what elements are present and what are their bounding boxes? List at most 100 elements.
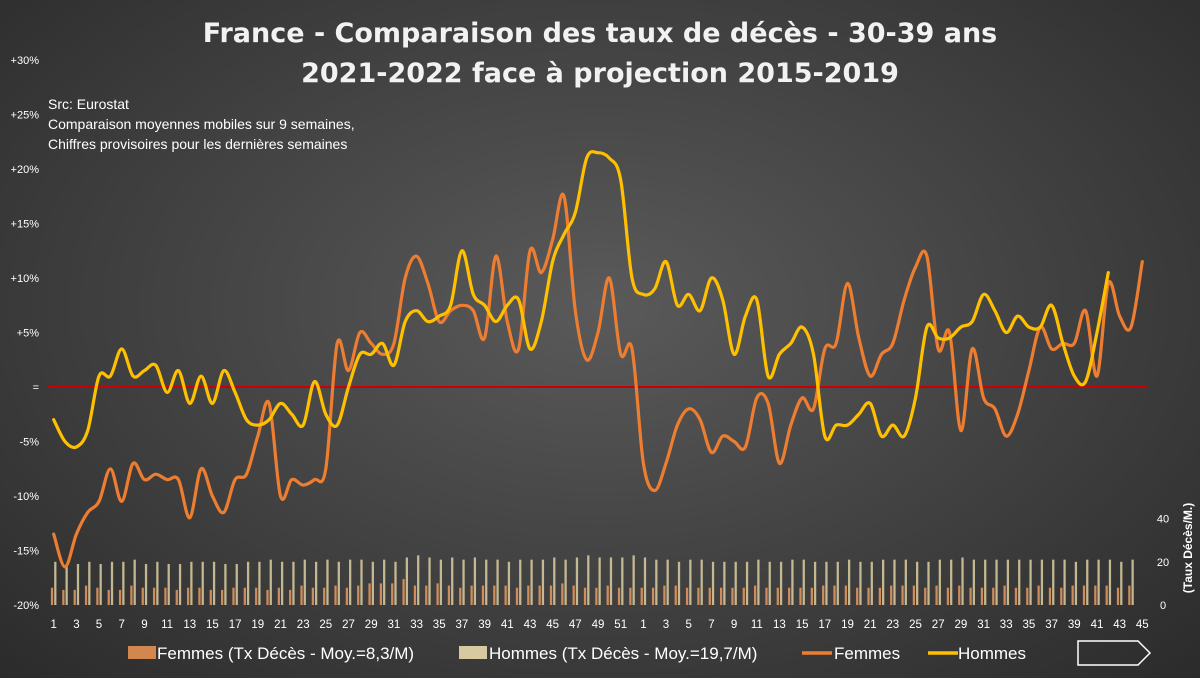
bar [425,585,428,605]
bar [459,587,462,605]
x-tick-label: 41 [1091,619,1104,631]
bar [674,585,677,605]
bar [493,585,496,605]
bar [118,589,122,605]
x-tick-label: 15 [206,619,219,631]
bar [255,587,258,605]
bar [394,561,397,605]
bar [912,585,916,605]
bar [844,585,847,605]
bar [946,587,950,605]
bar [538,585,541,605]
x-tick-label: 3 [663,619,669,631]
x-tick-label: 19 [251,619,264,631]
source-notes: Src: Eurostat Comparaison moyennes mobil… [48,96,355,152]
bar [961,557,964,605]
bar [496,559,499,605]
chart-title-line-1: France - Comparaison des taux de décès -… [203,18,997,49]
bar [757,559,760,605]
bar [1128,585,1131,605]
bar [1037,585,1040,605]
scroll-arrow-button[interactable] [1077,640,1152,666]
x-tick-label: 49 [592,619,605,631]
bar [178,563,182,605]
bar [663,585,666,605]
x-tick-label: 7 [118,619,124,631]
bar [734,561,737,605]
x-tick-label: 13 [183,619,196,631]
bar [73,589,76,605]
x-tick-label: 31 [388,619,401,631]
bar-series-femmes [50,579,1131,605]
bar [519,559,522,605]
bar [719,587,723,605]
bar [924,587,927,605]
bar [201,561,204,605]
bar [632,555,635,605]
bar [788,587,791,605]
bar [269,559,272,605]
x-tick-label: 31 [977,619,990,631]
bar [334,585,337,605]
legend-swatch [459,646,487,659]
bar [507,561,511,605]
bar [209,589,212,605]
bar [485,559,488,605]
bar [583,587,587,605]
bar [969,587,972,605]
y-axis-right: 0 20 40 [1157,514,1169,612]
bar [379,583,383,605]
x-tick-label: 29 [365,619,378,631]
y-tick-label: +20% [11,164,40,176]
bar [822,585,825,605]
bar [1097,559,1100,605]
legend-item: Hommes [928,644,1026,663]
bar [1116,587,1120,605]
legend-label: Femmes (Tx Décès - Moy.=8,3/M) [157,644,414,663]
bar [246,561,250,605]
bar [882,559,885,605]
chart-title-line-2: 2021-2022 face à projection 2015-2019 [301,58,899,89]
bar [337,561,340,605]
x-tick-label: 39 [478,619,491,631]
bar [972,559,975,605]
x-tick-label: 23 [886,619,899,631]
bar [436,583,439,605]
bar [776,587,779,605]
bar [144,563,148,605]
bar [221,589,224,605]
y2-tick-label: 0 [1160,600,1166,612]
bar [901,585,904,605]
bar [232,587,235,605]
x-tick-label: 9 [141,619,147,631]
bar [88,561,91,605]
bar [685,587,689,605]
y2-axis-label: (Taux Décès/M.) [1181,503,1195,593]
bar [617,587,621,605]
chart-title: France - Comparaison des taux de décès -… [203,18,997,89]
bar [190,561,193,605]
bar [224,563,227,605]
x-tick-label: 43 [524,619,537,631]
bar [243,587,246,605]
bar [504,585,507,605]
bar [76,563,80,605]
bar [110,561,114,605]
bar [753,585,757,605]
bar-series-hommes [54,555,1134,605]
x-tick-label: 17 [229,619,242,631]
bar [473,557,477,605]
x-tick-label: 1 [640,619,646,631]
bar [311,587,314,605]
x-tick-label: 45 [1136,619,1149,631]
bar [314,561,318,605]
bar [530,559,533,605]
bar [280,561,284,605]
x-tick-label: 5 [685,619,691,631]
x-tick-label: 25 [909,619,922,631]
bar [1131,559,1134,605]
legend-item: Femmes [802,644,900,663]
bar [779,561,783,605]
bar [564,559,567,605]
x-axis: 1 3 5 7 9 11 13 15 17 19 21 23 25 27 29 31 33 35 37 39 41 43 4… [50,619,1148,631]
